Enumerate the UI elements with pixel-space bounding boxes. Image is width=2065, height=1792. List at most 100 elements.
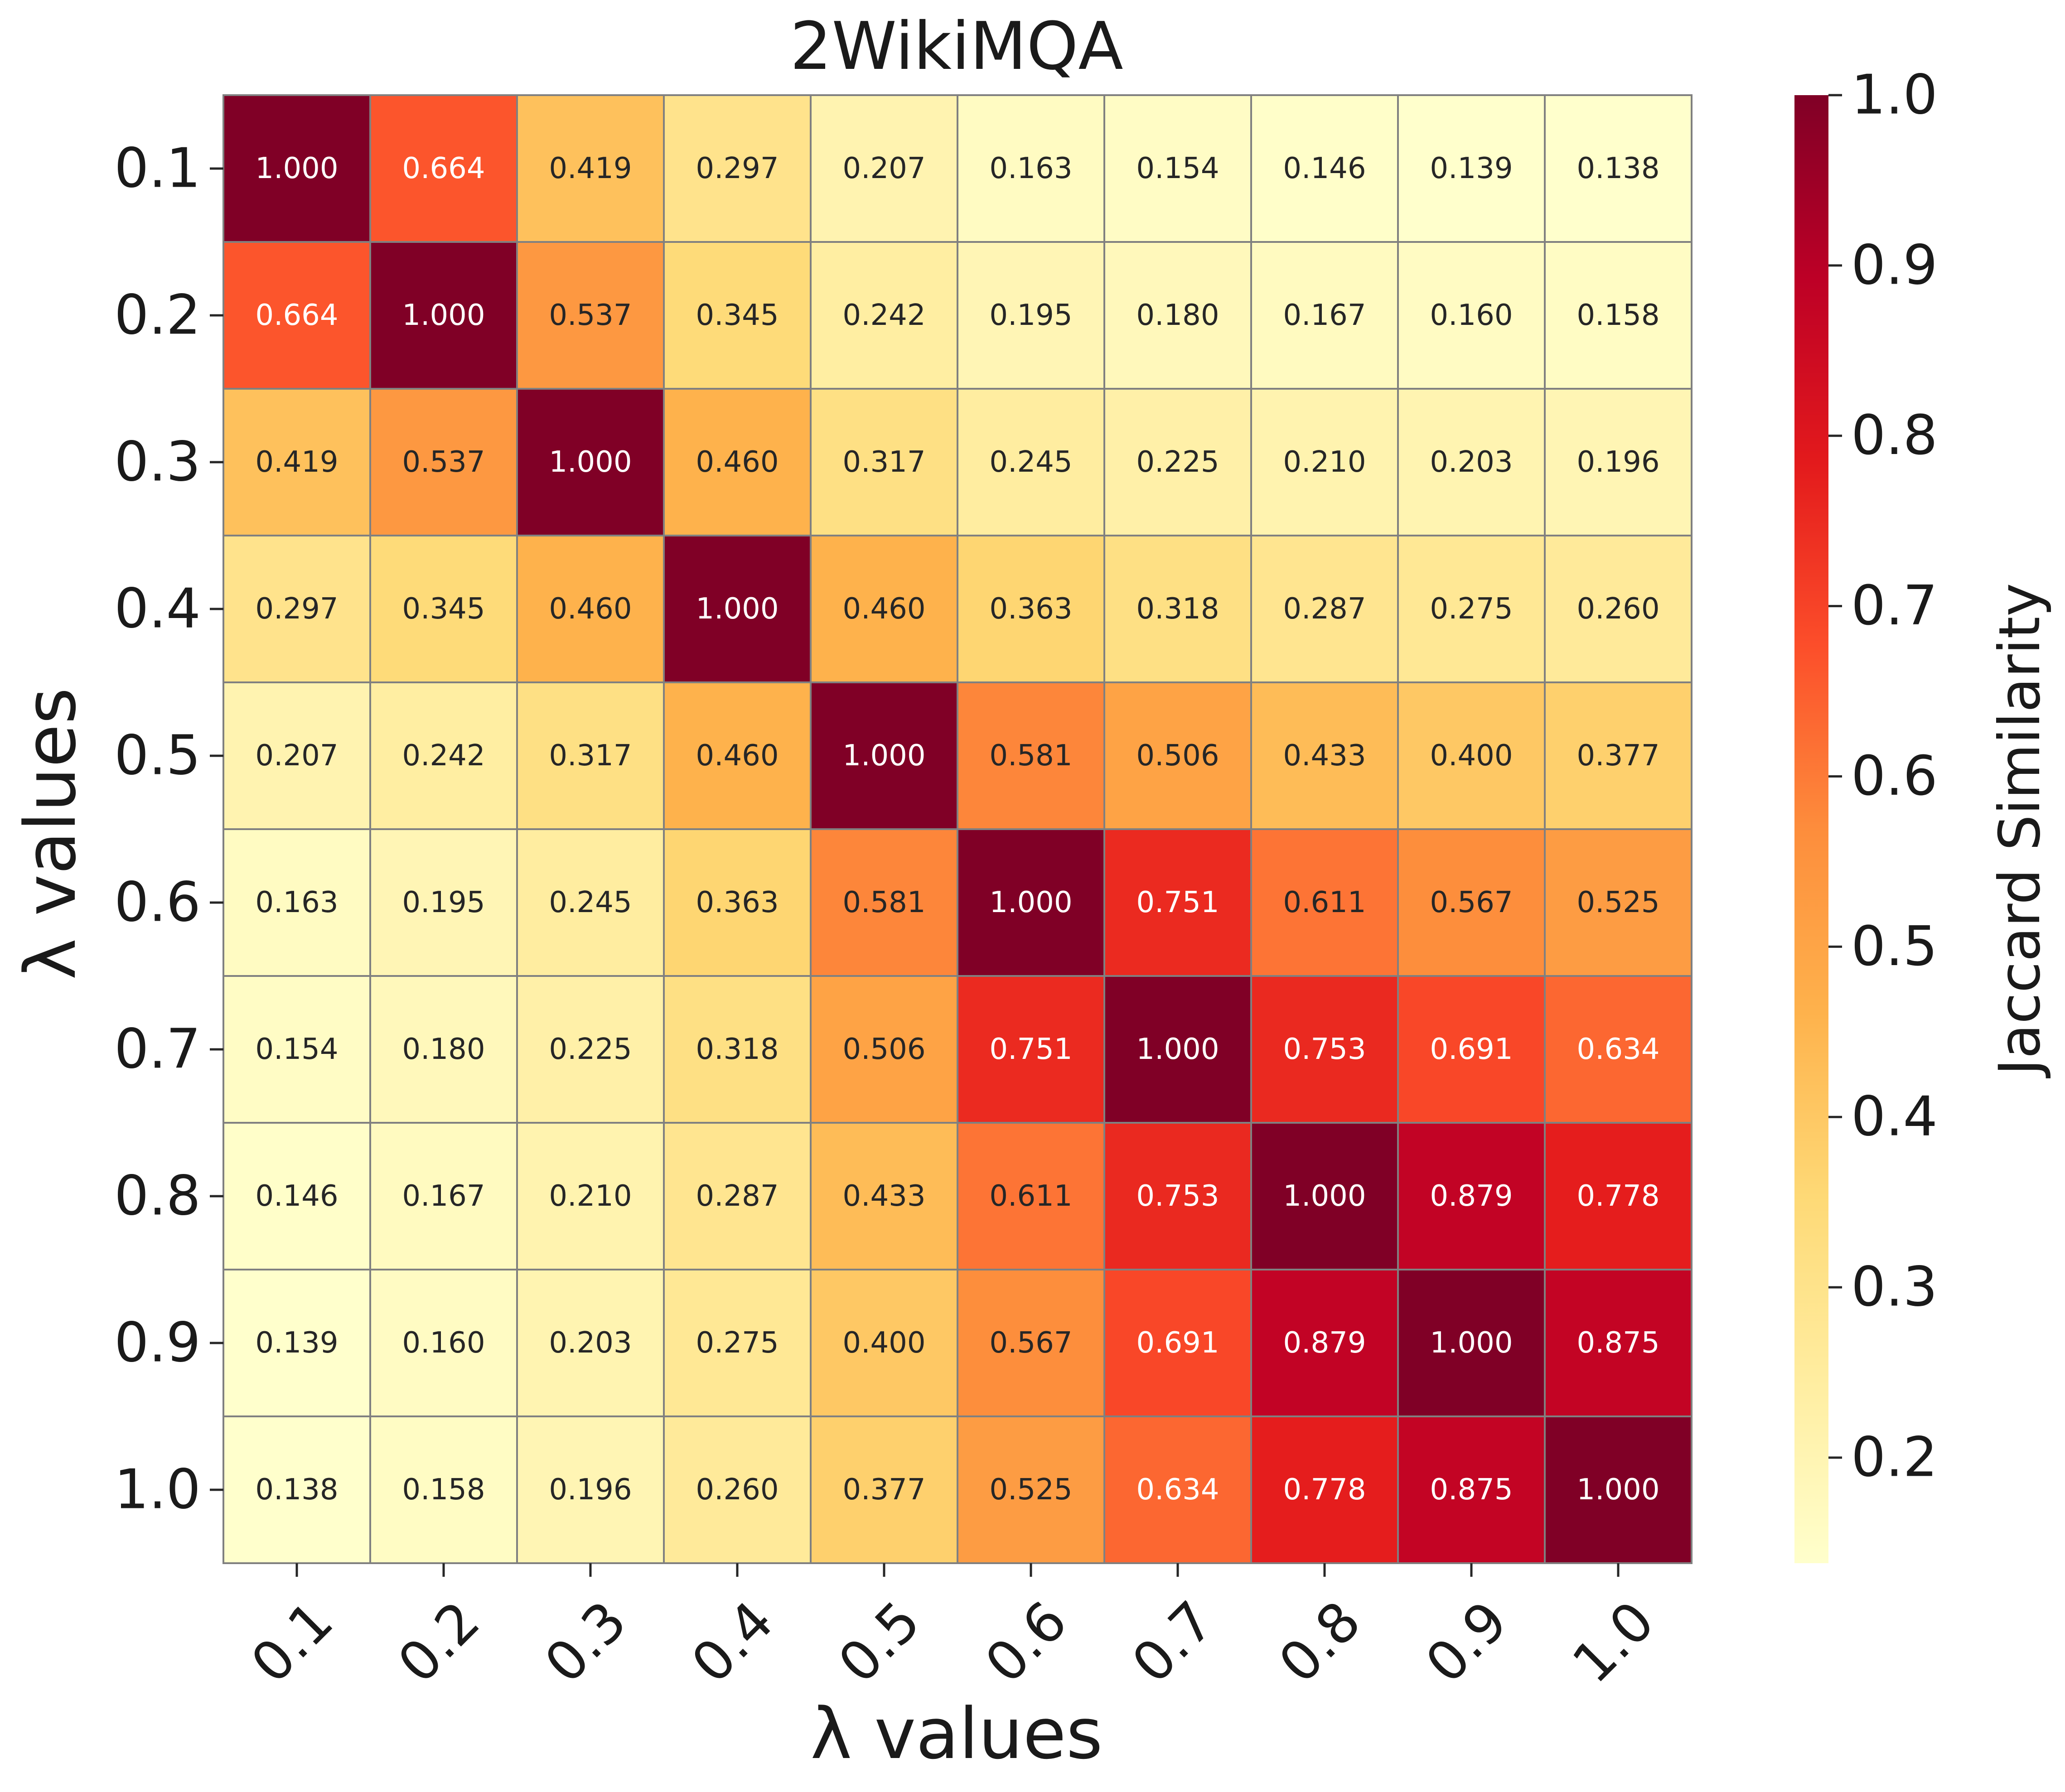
cell-value-label: 0.525 [1577, 886, 1659, 919]
cell-value-label: 0.345 [402, 592, 485, 626]
cell-value-label: 0.154 [1136, 152, 1219, 185]
cell-value-label: 0.345 [696, 299, 779, 332]
heatmap-cell [516, 241, 665, 390]
heatmap-cell [1544, 1122, 1693, 1270]
heatmap-cell [369, 1415, 518, 1564]
heatmap-cell [663, 975, 812, 1124]
cell-value-label: 0.146 [255, 1179, 338, 1213]
cell-value-label: 0.210 [549, 1179, 632, 1213]
heatmap-cell [1397, 1269, 1546, 1417]
x-tick-label: 0.6 [973, 1589, 1079, 1695]
heatmap-cell [369, 1122, 518, 1270]
heatmap-cell [1544, 388, 1693, 536]
heatmap-cell [810, 94, 958, 243]
cell-value-label: 0.225 [1136, 445, 1219, 479]
cell-value-label: 0.875 [1577, 1326, 1659, 1360]
cell-value-label: 0.318 [696, 1033, 779, 1066]
cell-value-labels: 1.000 0.664 0.419 0.297 0.207 0.163 0.154 0.146… [255, 152, 1659, 1507]
cell-value-label: 0.203 [1430, 445, 1513, 479]
cell-value-label: 0.537 [402, 445, 485, 479]
cell-value-label: 0.317 [842, 445, 925, 479]
y-tick-label: 0.7 [114, 1018, 201, 1081]
heatmap-cell [1250, 1415, 1399, 1564]
heatmap-cell [663, 828, 812, 977]
cell-value-label: 0.163 [255, 886, 338, 919]
cell-value-label: 0.581 [989, 739, 1072, 773]
x-tick-label: 0.3 [533, 1589, 638, 1695]
y-tick-label: 0.1 [114, 137, 201, 200]
heatmap-cell [1544, 1269, 1693, 1417]
cell-value-label: 0.167 [402, 1179, 485, 1213]
cell-value-label: 0.460 [842, 592, 925, 626]
colorbar-tick-label: 0.6 [1851, 745, 1938, 808]
cell-value-label: 0.138 [1577, 152, 1659, 185]
heatmap-cell [1103, 1269, 1252, 1417]
heatmap-cell [1250, 975, 1399, 1124]
cell-value-label: 1.000 [255, 152, 338, 185]
heatmap-cell [1397, 388, 1546, 536]
heatmap-cell [1103, 388, 1252, 536]
cell-value-label: 0.778 [1577, 1179, 1659, 1213]
heatmap-cell [1250, 1269, 1399, 1417]
cell-value-label: 0.139 [255, 1326, 338, 1360]
heatmap-cell [1397, 535, 1546, 683]
heatmap-cell [1250, 535, 1399, 683]
cell-value-label: 0.363 [696, 886, 779, 919]
cell-value-label: 0.167 [1283, 299, 1366, 332]
colorbar-tick-label: 1.0 [1851, 64, 1938, 127]
cell-value-label: 0.154 [255, 1033, 338, 1066]
colorbar-tick-label: 0.3 [1851, 1256, 1938, 1319]
cell-value-label: 0.460 [696, 445, 779, 479]
cell-value-label: 0.879 [1430, 1179, 1513, 1213]
x-axis-ticks: 0.1 0.2 0.3 0.4 0.5 0.6 0.7 0.8 0.9 1.0 [239, 1563, 1667, 1695]
cell-value-label: 0.242 [842, 299, 925, 332]
x-tick-label: 0.8 [1267, 1589, 1373, 1695]
heatmap-cell [1397, 681, 1546, 830]
cell-value-label: 0.691 [1136, 1326, 1219, 1360]
cell-value-label: 1.000 [549, 445, 632, 479]
heatmap-cell [957, 828, 1105, 977]
heatmap-cell [1103, 975, 1252, 1124]
heatmap-cell [1250, 94, 1399, 243]
x-tick-label: 0.1 [239, 1589, 345, 1695]
heatmap-cell [1103, 535, 1252, 683]
x-tick-label: 0.7 [1120, 1589, 1226, 1695]
heatmap-cells [222, 94, 1693, 1564]
cell-value-label: 0.433 [842, 1179, 925, 1213]
heatmap-cell [810, 1122, 958, 1270]
cell-value-label: 1.000 [1283, 1179, 1366, 1213]
colorbar-ticks: 0.2 0.3 0.4 0.5 0.6 0.7 0.8 0.9 1.0 [1828, 64, 1938, 1489]
heatmap-cell [1250, 388, 1399, 536]
heatmap-cell [1103, 241, 1252, 390]
cell-value-label: 0.245 [989, 445, 1072, 479]
colorbar [1794, 95, 1828, 1563]
heatmap-cell [516, 388, 665, 536]
x-tick-label: 1.0 [1561, 1589, 1666, 1695]
heatmap-cell [663, 1269, 812, 1417]
chart-title: 2WikiMQA [790, 8, 1123, 85]
heatmap-cell [810, 1269, 958, 1417]
cell-value-label: 0.275 [1430, 592, 1513, 626]
colorbar-tick-label: 0.4 [1851, 1086, 1938, 1149]
cell-value-label: 1.000 [402, 299, 485, 332]
cell-value-label: 0.567 [1430, 886, 1513, 919]
colorbar-tick-label: 0.8 [1851, 404, 1938, 467]
cell-value-label: 1.000 [842, 739, 925, 773]
heatmap-cell [222, 1415, 371, 1564]
heatmap-cell [810, 535, 958, 683]
cell-value-label: 0.195 [402, 886, 485, 919]
cell-value-label: 0.242 [402, 739, 485, 773]
heatmap-cell [663, 241, 812, 390]
cell-value-label: 0.196 [1577, 445, 1659, 479]
cell-value-label: 0.158 [1577, 299, 1659, 332]
heatmap-cell [516, 1269, 665, 1417]
cell-value-label: 0.158 [402, 1473, 485, 1507]
cell-value-label: 0.691 [1430, 1033, 1513, 1066]
heatmap-cell [957, 681, 1105, 830]
cell-value-label: 0.260 [696, 1473, 779, 1507]
heatmap-cell [516, 828, 665, 977]
cell-value-label: 0.751 [989, 1033, 1072, 1066]
cell-value-label: 0.634 [1577, 1033, 1659, 1066]
heatmap-cell [810, 1415, 958, 1564]
